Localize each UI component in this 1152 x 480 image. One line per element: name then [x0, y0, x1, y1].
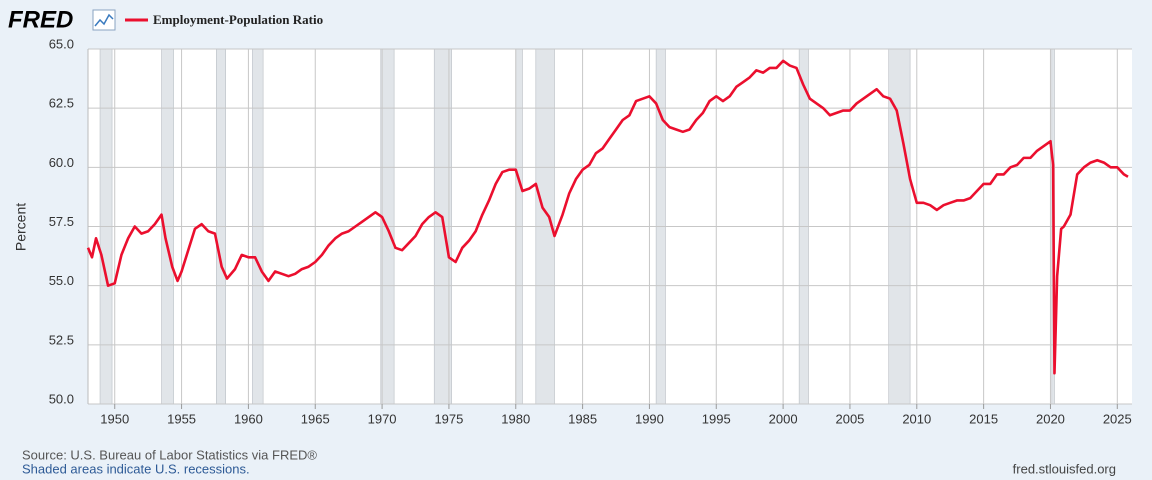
x-tick-label: 1995: [702, 411, 731, 426]
data-line: [86, 59, 1129, 375]
y-tick-label: 60.0: [49, 155, 74, 170]
x-tick-label: 2000: [769, 411, 798, 426]
y-tick-label: 52.5: [49, 332, 74, 347]
y-tick-label: 57.5: [49, 214, 74, 229]
x-tick-label: 1960: [234, 411, 263, 426]
x-tick-label: 1985: [568, 411, 597, 426]
url: fred.stlouisfed.org: [1013, 461, 1116, 476]
x-tick-label: 2010: [902, 411, 931, 426]
y-axis-label: Percent: [13, 203, 29, 251]
y-tick-label: 65.0: [49, 36, 74, 51]
x-tick-label: 2025: [1103, 411, 1132, 426]
x-tick-label: 2020: [1036, 411, 1065, 426]
x-tick-label: 1955: [167, 411, 196, 426]
recession-note: Shaded areas indicate U.S. recessions.: [22, 461, 250, 476]
y-tick-label: 50.0: [49, 391, 74, 406]
x-tick-label: 1990: [635, 411, 664, 426]
x-tick-label: 1975: [434, 411, 463, 426]
y-tick-label: 62.5: [49, 96, 74, 111]
logo: FRED: [8, 6, 73, 33]
y-tick-label: 55.0: [49, 273, 74, 288]
source: Source: U.S. Bureau of Labor Statistics …: [22, 447, 317, 462]
x-tick-label: 1950: [100, 411, 129, 426]
x-tick-label: 2005: [835, 411, 864, 426]
x-tick-label: 2015: [969, 411, 998, 426]
x-tick-label: 1965: [301, 411, 330, 426]
x-tick-label: 1970: [368, 411, 397, 426]
logo-icon: [92, 9, 116, 31]
legend-label: Employment-Population Ratio: [153, 12, 323, 27]
x-tick-label: 1980: [501, 411, 530, 426]
